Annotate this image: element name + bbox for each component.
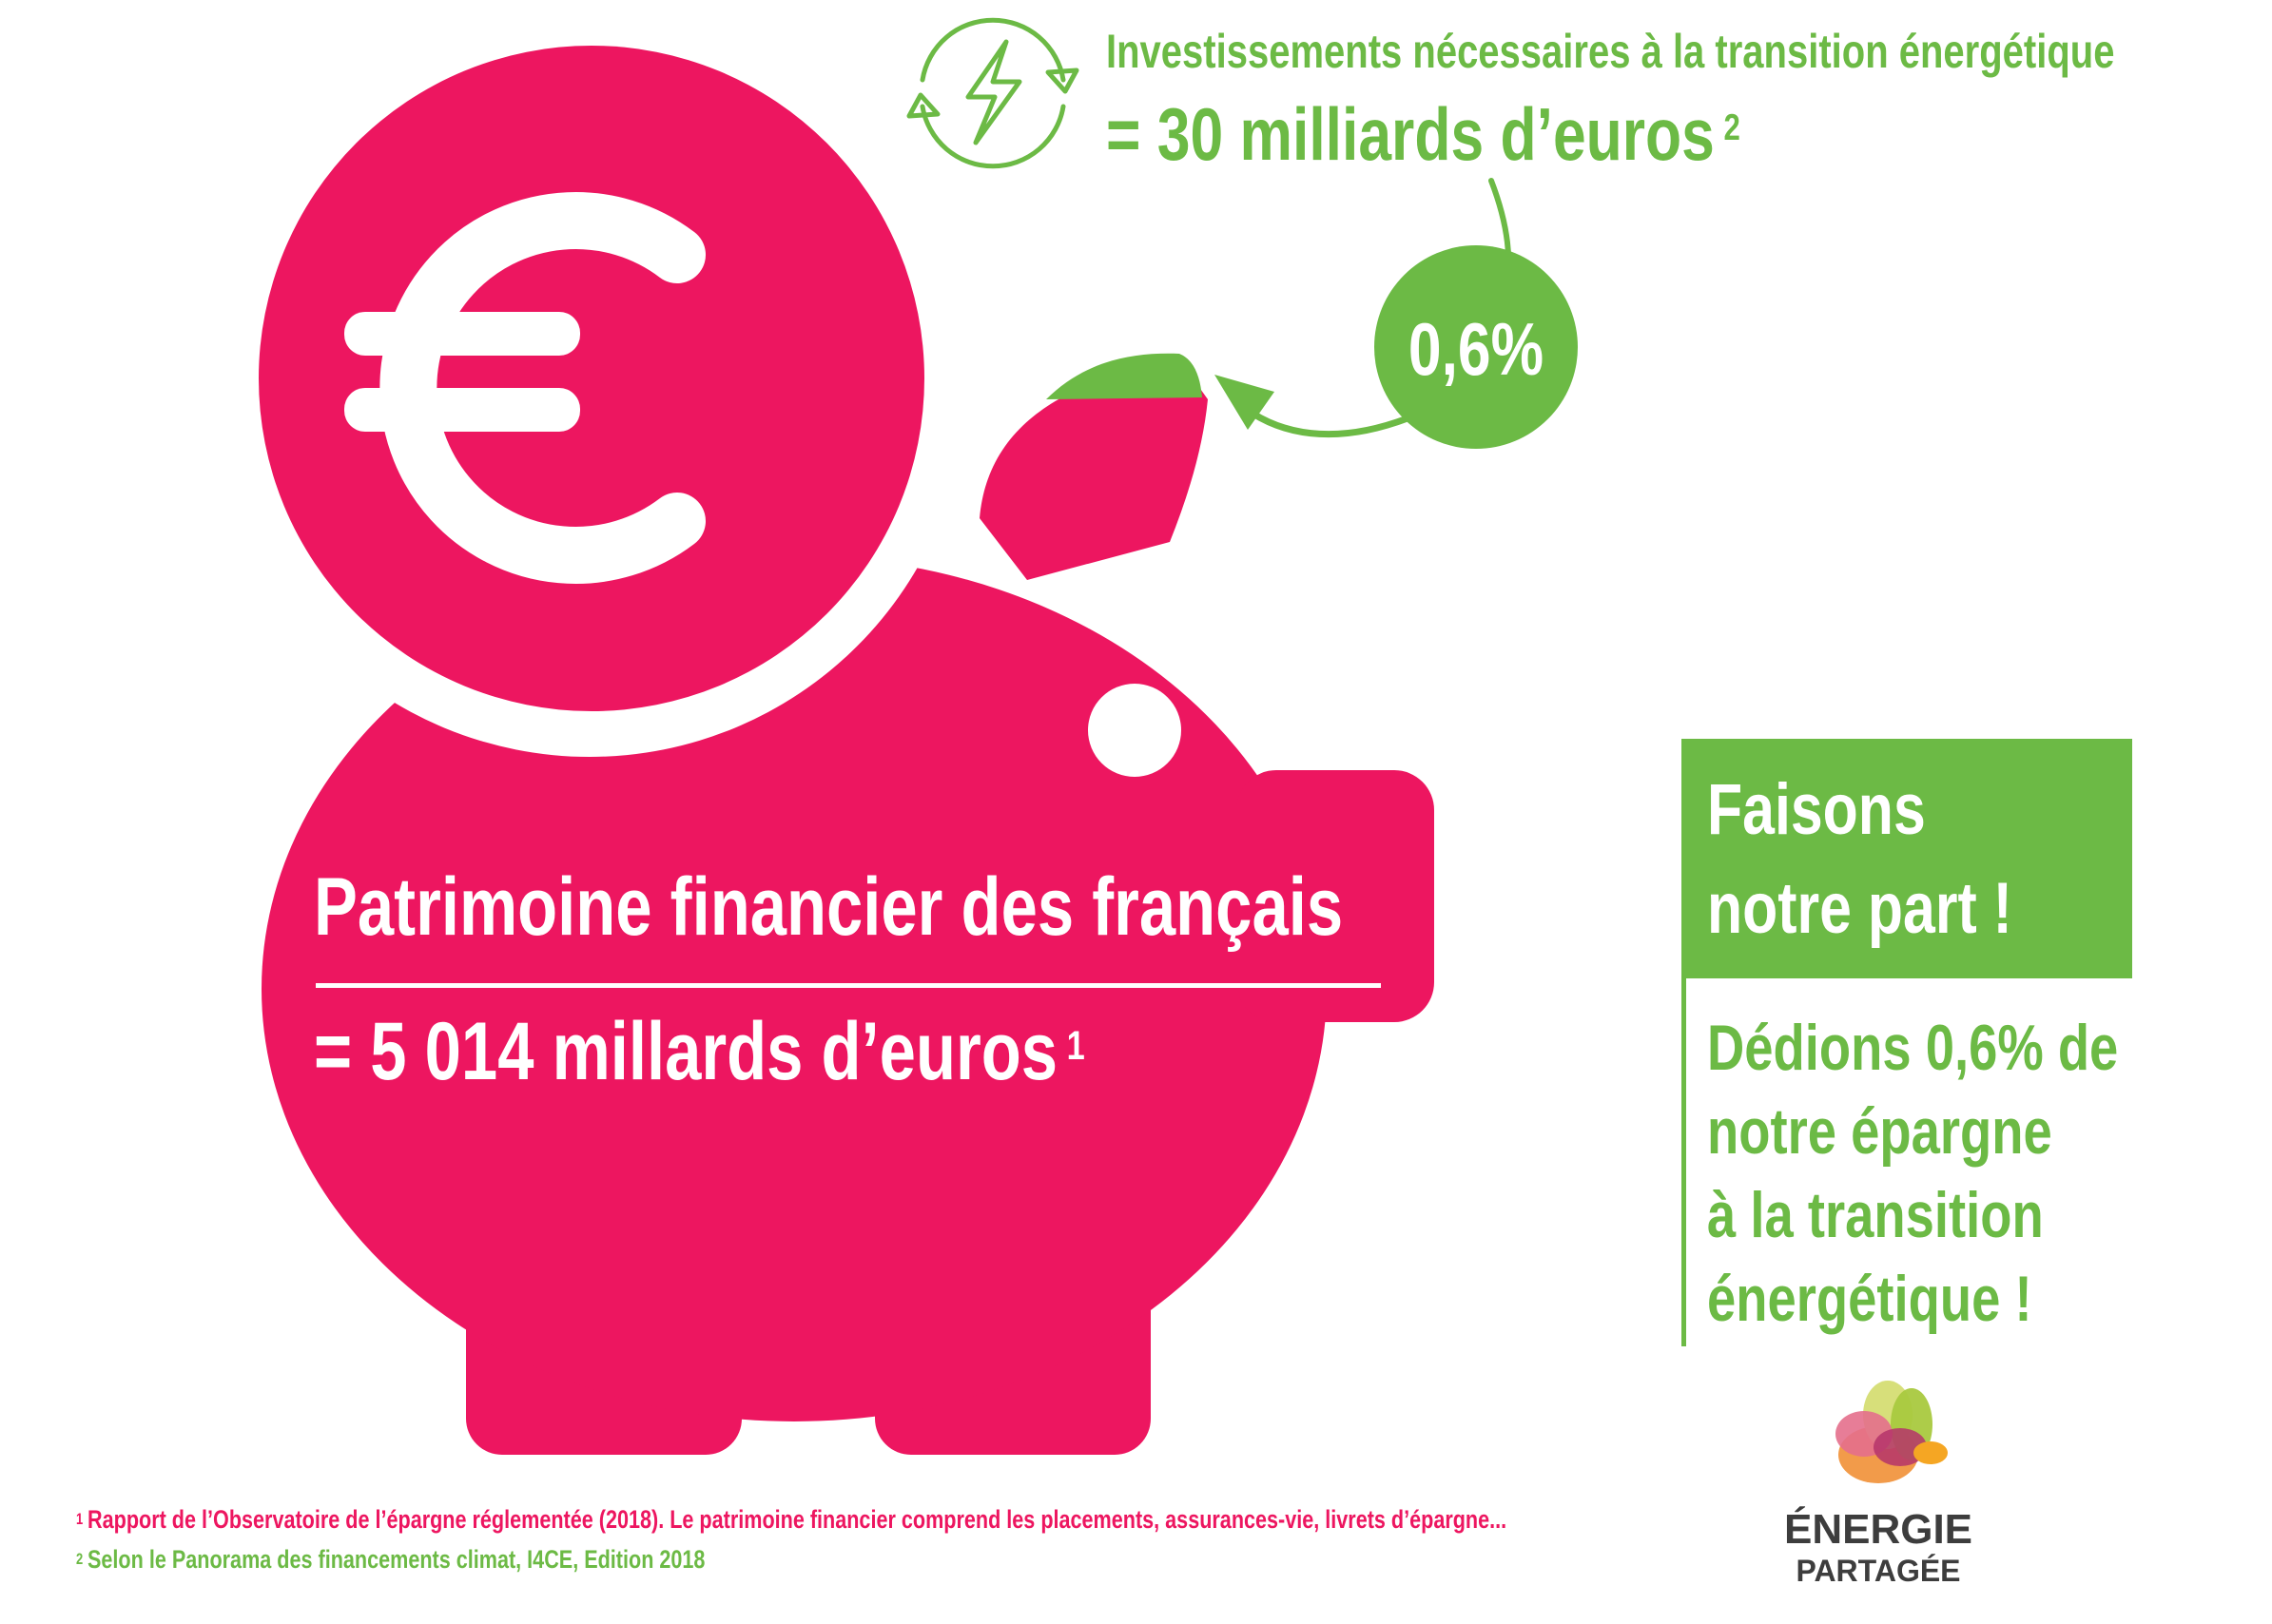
coin — [259, 46, 924, 711]
patrimoine-amount: = 5 014 millards d’euros — [314, 1006, 1058, 1097]
footnote-1-ref: 1 — [76, 1511, 84, 1528]
percent-label: 0,6% — [1408, 307, 1544, 391]
footnote-2-text: Selon le Panorama des financements clima… — [87, 1545, 706, 1574]
piggy-body — [262, 556, 1327, 1421]
energy-transition-icon — [906, 17, 1079, 169]
cta-banner — [1681, 739, 2132, 978]
arrowhead-icon — [1214, 375, 1274, 430]
footnote-2: 2 Selon le Panorama des financements clim… — [76, 1542, 705, 1576]
logo-wordmark-line-2: PARTAGÉE — [1796, 1554, 1961, 1588]
footnote-1-text: Rapport de l’Observatoire de l’épargne r… — [87, 1505, 1507, 1534]
percent-badge — [1374, 245, 1578, 449]
logo-wordmark-line-1: ÉNERGIE — [1783, 1506, 1973, 1553]
footnote-ref-2: 2 — [1723, 107, 1740, 148]
cta-body: Dédions 0,6% de notre épargne à la trans… — [1707, 1012, 2119, 1335]
footnote-ref-1: 1 — [1066, 1023, 1085, 1069]
cta-title: Faisons notre part ! — [1707, 769, 2012, 949]
euro-icon — [344, 192, 706, 584]
piggy-ear — [980, 359, 1208, 580]
investment-amount: = 30 milliards d’euros — [1106, 92, 1715, 176]
patrimoine-value: = 5 014 millards d’euros 1 — [314, 1004, 1085, 1099]
connector-arrow — [1242, 405, 1411, 438]
energie-partagee-logo-icon — [1835, 1381, 1948, 1483]
piggy-snout — [1236, 770, 1434, 1022]
patrimoine-divider — [316, 983, 1381, 988]
piggy-eye — [1088, 684, 1181, 777]
ear-share-highlight — [1046, 353, 1202, 399]
footnote-1: 1 Rapport de l’Observatoire de l’épargne … — [76, 1502, 1506, 1537]
investment-heading: Investissements nécessaires à la transit… — [1106, 25, 2115, 78]
footnote-2-ref: 2 — [76, 1551, 84, 1568]
cta-divider — [1681, 978, 1686, 1346]
patrimoine-heading: Patrimoine financier des français — [314, 861, 1344, 953]
investment-value: = 30 milliards d’euros 2 — [1106, 91, 1740, 177]
